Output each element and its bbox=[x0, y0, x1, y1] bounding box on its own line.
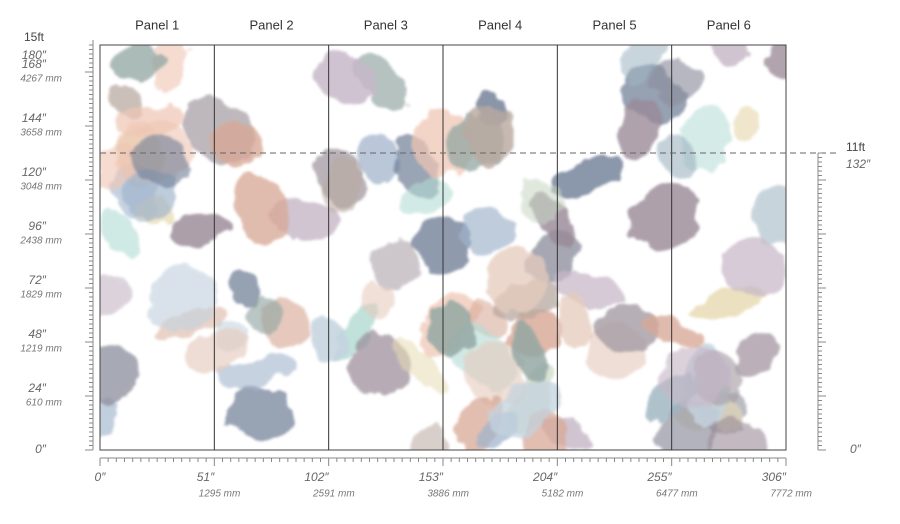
panel-label: Panel 4 bbox=[478, 17, 522, 32]
height-feet: 15ft bbox=[24, 30, 45, 44]
paint-stroke bbox=[228, 384, 292, 440]
paint-stroke bbox=[114, 103, 186, 134]
paint-stroke bbox=[100, 209, 141, 261]
height-inches: 0″ bbox=[35, 442, 47, 456]
paint-stroke bbox=[409, 429, 451, 450]
height-feet: 11ft bbox=[846, 140, 866, 154]
paint-stroke bbox=[100, 274, 131, 315]
height-mm: 3048 mm bbox=[20, 182, 62, 193]
paint-stroke bbox=[463, 103, 515, 164]
width-mm: 2591 mm bbox=[312, 489, 355, 500]
width-inches: 0″ bbox=[95, 470, 107, 484]
paint-stroke bbox=[322, 158, 364, 211]
paint-stroke bbox=[731, 105, 766, 141]
height-inches: 96″ bbox=[28, 219, 46, 233]
paint-stroke bbox=[170, 213, 228, 247]
width-inches: 51″ bbox=[197, 470, 215, 484]
height-mm: 4267 mm bbox=[20, 74, 62, 85]
paint-stroke bbox=[689, 286, 763, 320]
height-mm: 1219 mm bbox=[20, 344, 62, 355]
width-mm: 7772 mm bbox=[770, 489, 812, 500]
paint-stroke bbox=[362, 280, 393, 319]
panel-label: Panel 5 bbox=[592, 17, 636, 32]
height-inches: 132″ bbox=[846, 157, 871, 171]
height-inches: 120″ bbox=[22, 165, 47, 179]
paint-stroke bbox=[110, 46, 165, 80]
paint-stroke bbox=[355, 136, 401, 184]
paint-stroke bbox=[623, 45, 670, 87]
height-inches: 168″ bbox=[22, 57, 47, 71]
width-inches: 204″ bbox=[532, 470, 558, 484]
paint-stroke bbox=[219, 354, 297, 390]
paint-stroke bbox=[149, 264, 217, 331]
paint-stroke bbox=[708, 419, 769, 450]
paint-stroke bbox=[100, 343, 141, 404]
paint-stroke bbox=[519, 180, 565, 225]
paint-stroke bbox=[659, 346, 730, 408]
panel-label: Panel 3 bbox=[364, 17, 408, 32]
paint-stroke bbox=[714, 45, 750, 68]
paint-stroke bbox=[150, 45, 188, 93]
height-mm: 610 mm bbox=[26, 398, 62, 409]
paint-stroke bbox=[631, 182, 699, 252]
paint-stroke bbox=[751, 184, 786, 248]
panel-label: Panel 6 bbox=[707, 17, 751, 32]
width-mm: 1295 mm bbox=[199, 489, 241, 500]
paint-stroke bbox=[187, 329, 250, 373]
width-inches: 153″ bbox=[419, 470, 444, 484]
paint-stroke bbox=[640, 314, 706, 349]
paint-stroke bbox=[210, 120, 262, 166]
paint-stroke bbox=[392, 341, 449, 393]
paint-stroke bbox=[724, 237, 786, 297]
height-inches: 144″ bbox=[22, 111, 47, 125]
paint-stroke bbox=[555, 154, 622, 199]
height-mm: 2438 mm bbox=[19, 236, 62, 247]
width-mm: 3886 mm bbox=[427, 489, 469, 500]
paint-stroke bbox=[461, 206, 511, 256]
width-mm: 5182 mm bbox=[542, 489, 584, 500]
paint-stroke bbox=[426, 301, 475, 356]
watercolor-pattern bbox=[100, 45, 786, 450]
height-inches: 0″ bbox=[850, 442, 862, 456]
paint-stroke bbox=[131, 135, 190, 188]
panel-label: Panel 2 bbox=[249, 17, 293, 32]
paint-stroke bbox=[411, 216, 471, 275]
paint-stroke bbox=[492, 380, 563, 437]
rulers: Panel 1 Panel 2 Panel 3 Panel 4 Panel 5 Panel… bbox=[19, 17, 871, 499]
width-inches: 255″ bbox=[646, 470, 672, 484]
paint-stroke bbox=[310, 315, 350, 362]
paint-stroke bbox=[656, 138, 697, 174]
paint-stroke bbox=[765, 45, 786, 80]
paint-stroke bbox=[486, 245, 548, 313]
paint-stroke bbox=[465, 341, 527, 406]
paint-stroke bbox=[559, 292, 591, 351]
height-inches: 180″ bbox=[22, 48, 47, 62]
paint-stroke bbox=[228, 272, 261, 306]
paint-stroke bbox=[232, 173, 290, 244]
height-inches: 24″ bbox=[27, 381, 46, 395]
panel-label: Panel 1 bbox=[135, 17, 179, 32]
height-mm: 3658 mm bbox=[20, 128, 62, 139]
paint-stroke bbox=[618, 98, 662, 160]
paint-stroke bbox=[649, 57, 703, 102]
height-inches: 72″ bbox=[28, 273, 46, 287]
paint-stroke bbox=[400, 179, 454, 215]
width-mm: 6477 mm bbox=[656, 489, 698, 500]
width-inches: 306″ bbox=[762, 470, 787, 484]
paint-stroke bbox=[733, 332, 776, 377]
width-inches: 102″ bbox=[304, 470, 329, 484]
height-mm: 1829 mm bbox=[20, 290, 62, 301]
height-inches: 48″ bbox=[28, 327, 46, 341]
paint-stroke bbox=[371, 241, 420, 290]
paint-stroke bbox=[512, 320, 545, 382]
paint-stroke bbox=[315, 49, 376, 105]
paint-stroke bbox=[244, 296, 284, 334]
